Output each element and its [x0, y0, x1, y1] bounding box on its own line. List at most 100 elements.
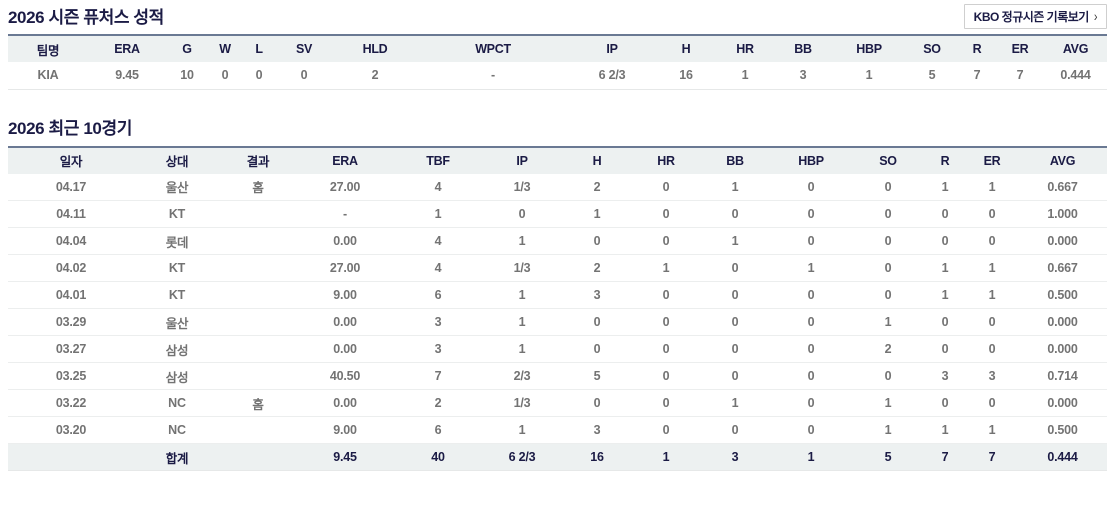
- recent-col-header-ip: IP: [482, 145, 562, 174]
- recent-col-header-h: H: [562, 145, 632, 174]
- recent-cell-er: 1: [966, 173, 1018, 201]
- season-cell-so: 5: [906, 62, 958, 90]
- recent-cell-일자: 03.29: [8, 308, 134, 336]
- recent-cell-일자: 04.01: [8, 281, 134, 309]
- recent-cell-h: 3: [562, 281, 632, 309]
- recent-cell-tbf: 2: [394, 389, 482, 417]
- recent-cell-ip: 1: [482, 416, 562, 444]
- total-row: 합계 9.45 40 6 2/3 16 1 3 1 5 7 7 0.444: [8, 443, 1107, 471]
- recent-table-body: 04.17 울산 홈 27.00 4 1/3 2 0 1 0 0 1 1 0.667 04.11 KT -1 0 1…: [8, 173, 1107, 471]
- season-cell-era: 9.45: [88, 62, 166, 90]
- recent-cell-er: 1: [966, 254, 1018, 282]
- recent-cell-h: 2: [562, 254, 632, 282]
- season-col-header-w: W: [208, 34, 242, 62]
- recent-cell-hr: 1: [632, 254, 700, 282]
- recent-cell-상대: 롯데: [134, 227, 220, 255]
- recent-cell-avg: 0.500: [1018, 416, 1107, 444]
- recent-cell-h: 0: [562, 308, 632, 336]
- season-cell-g: 10: [166, 62, 208, 90]
- recent-cell-avg: 0.000: [1018, 389, 1107, 417]
- recent-cell-er: 0: [966, 335, 1018, 363]
- season-header-row: 팀명 ERA G W L SV HLD WPCT IP H HR BB HBP SO R ER AVG: [8, 34, 1107, 62]
- season-col-header-avg: AVG: [1044, 34, 1107, 62]
- recent-cell-상대: KT: [134, 281, 220, 309]
- recent-cell-er: 3: [966, 362, 1018, 390]
- season-cell-avg: 0.444: [1044, 62, 1107, 90]
- recent-cell-일자: 04.11: [8, 200, 134, 228]
- recent-cell-hr: 0: [632, 335, 700, 363]
- recent-cell-tbf: 7: [394, 362, 482, 390]
- recent-cell-결과: [220, 362, 296, 390]
- recent-cell-so: 1: [852, 308, 924, 336]
- season-col-header-so: SO: [906, 34, 958, 62]
- recent-cell-er: 0: [966, 389, 1018, 417]
- table-row: 03.29 울산 0.00 3 1 0 0 0 0 1 0 0 0.000: [8, 308, 1107, 336]
- recent-cell-ip: 1/3: [482, 173, 562, 201]
- recent-cell-er: 1: [966, 281, 1018, 309]
- season-cell-ip: 6 2/3: [568, 62, 656, 90]
- recent-cell-bb: 0: [700, 308, 770, 336]
- recent-cell-r: 0: [924, 308, 966, 336]
- recent-cell-일자: 04.17: [8, 173, 134, 201]
- recent-col-header-avg: AVG: [1018, 145, 1107, 174]
- season-table-body: KIA 9.45 10 0 0 0 2-6 2/3 16 1 3 1 5 7 7 0.444: [8, 62, 1107, 90]
- season-col-header-r: R: [958, 34, 996, 62]
- season-cell-wpct: -: [418, 62, 568, 90]
- recent-cell-bb: 1: [700, 227, 770, 255]
- recent-cell-일자: 03.25: [8, 362, 134, 390]
- recent-cell-h: 0: [562, 335, 632, 363]
- recent-cell-r: 1: [924, 173, 966, 201]
- recent-cell-avg: 0.000: [1018, 227, 1107, 255]
- recent-cell-avg: 0.667: [1018, 254, 1107, 282]
- recent-cell-상대: NC: [134, 416, 220, 444]
- recent-total-avg: 0.444: [1018, 443, 1107, 471]
- recent-cell-er: 0: [966, 308, 1018, 336]
- season-cell-팀명: KIA: [8, 62, 88, 90]
- recent-cell-결과: 홈: [220, 173, 296, 201]
- recent-cell-결과: [220, 416, 296, 444]
- recent-cell-era: 27.00: [296, 254, 394, 282]
- recent-cell-era: 0.00: [296, 389, 394, 417]
- season-section-header: 2026 시즌 퓨처스 성적 KBO 정규시즌 기록보기 ›: [0, 0, 1115, 34]
- recent-cell-ip: 1: [482, 281, 562, 309]
- recent-total-er: 7: [966, 443, 1018, 471]
- recent-cell-r: 3: [924, 362, 966, 390]
- recent-cell-ip: 1: [482, 227, 562, 255]
- recent-cell-ip: 2/3: [482, 362, 562, 390]
- recent-total-h: 16: [562, 443, 632, 471]
- recent-total-r: 7: [924, 443, 966, 471]
- season-table-head: 팀명 ERA G W L SV HLD WPCT IP H HR BB HBP SO R ER AVG: [8, 34, 1107, 62]
- page-title-season: 2026 시즌 퓨처스 성적: [8, 7, 164, 27]
- recent-cell-hbp: 0: [770, 281, 852, 309]
- table-row: 04.11 KT -1 0 1 0 0 0 0 0 0 1.000: [8, 200, 1107, 228]
- recent-col-header-era: ERA: [296, 145, 394, 174]
- season-stats-table: 팀명 ERA G W L SV HLD WPCT IP H HR BB HBP SO R ER AVG KIA 9…: [8, 34, 1107, 90]
- recent-cell-era: 0.00: [296, 227, 394, 255]
- recent-cell-r: 1: [924, 254, 966, 282]
- table-row: 04.04 롯데 0.00 4 1 0 0 1 0 0 0 0 0.000: [8, 227, 1107, 255]
- season-cell-w: 0: [208, 62, 242, 90]
- recent-cell-bb: 0: [700, 254, 770, 282]
- season-cell-h: 16: [656, 62, 716, 90]
- recent-cell-hbp: 0: [770, 416, 852, 444]
- recent-cell-era: 0.00: [296, 335, 394, 363]
- season-cell-hbp: 1: [832, 62, 906, 90]
- recent-cell-avg: 0.000: [1018, 335, 1107, 363]
- season-col-header-g: G: [166, 34, 208, 62]
- recent-cell-tbf: 3: [394, 335, 482, 363]
- recent-cell-r: 1: [924, 416, 966, 444]
- recent-cell-hr: 0: [632, 362, 700, 390]
- season-col-header-wpct: WPCT: [418, 34, 568, 62]
- season-cell-er: 7: [996, 62, 1044, 90]
- recent-cell-결과: [220, 254, 296, 282]
- kbo-regular-season-record-button[interactable]: KBO 정규시즌 기록보기 ›: [963, 4, 1107, 29]
- recent-total-era: 9.45: [296, 443, 394, 471]
- recent-cell-결과: 홈: [220, 389, 296, 417]
- recent-cell-bb: 0: [700, 200, 770, 228]
- recent-col-header-일자: 일자: [8, 145, 134, 174]
- recent-cell-tbf: 1: [394, 200, 482, 228]
- recent-col-header-결과: 결과: [220, 145, 296, 174]
- recent-col-header-bb: BB: [700, 145, 770, 174]
- recent-total-hbp: 1: [770, 443, 852, 471]
- recent-cell-tbf: 3: [394, 308, 482, 336]
